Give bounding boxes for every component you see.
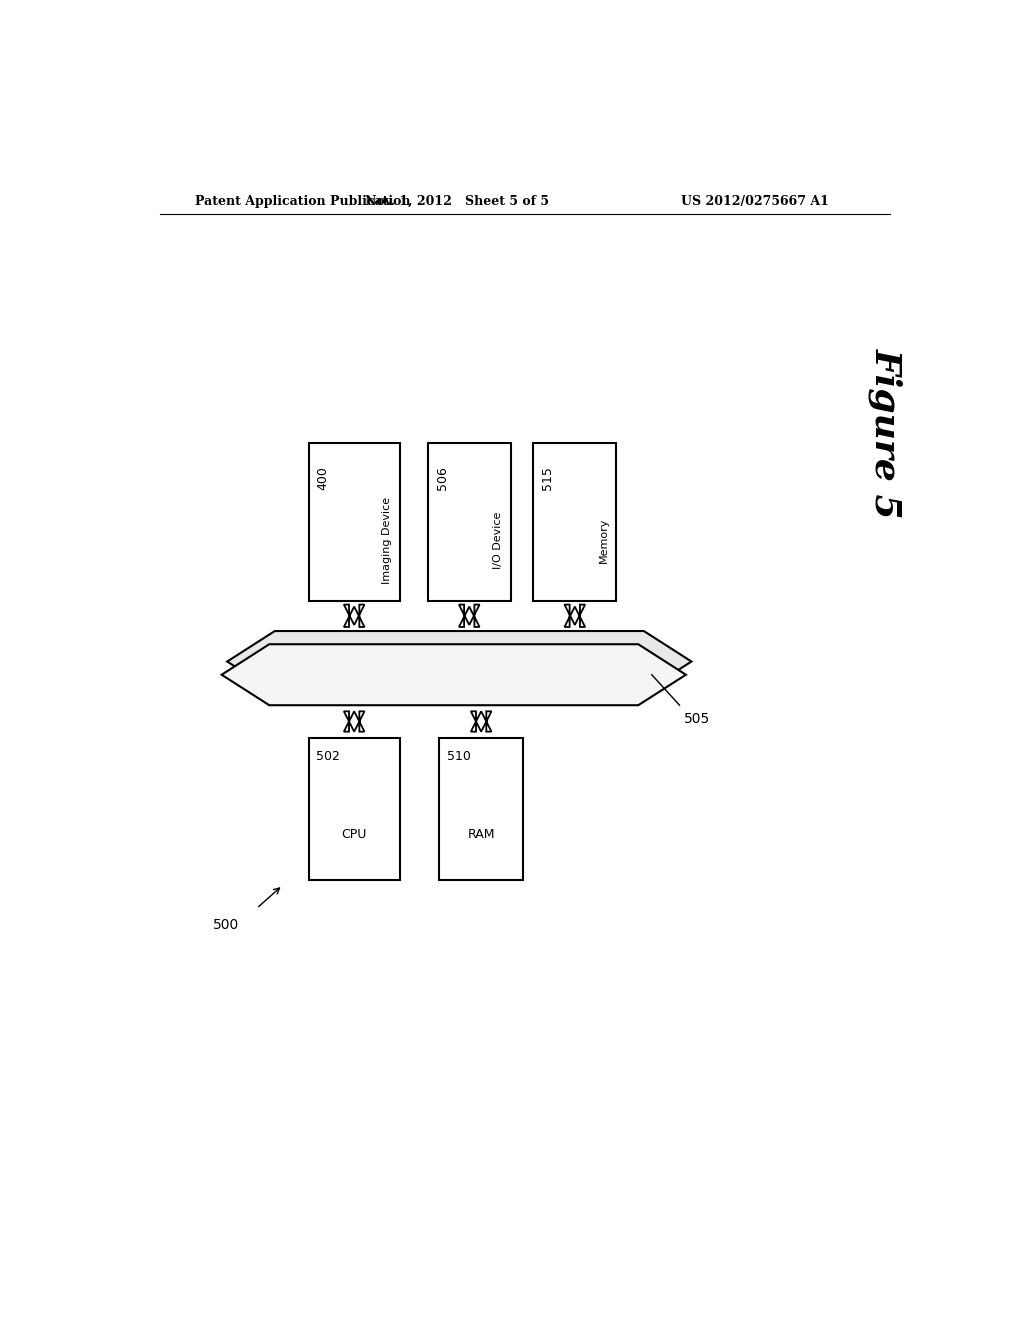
Text: US 2012/0275667 A1: US 2012/0275667 A1 [681, 194, 828, 207]
Polygon shape [227, 631, 691, 692]
Bar [428, 444, 511, 601]
Text: Figure 5: Figure 5 [868, 347, 903, 519]
Bar [308, 444, 399, 601]
Polygon shape [344, 605, 365, 627]
Polygon shape [344, 711, 365, 731]
Text: 506: 506 [435, 466, 449, 490]
Text: 502: 502 [316, 750, 340, 763]
Bar [439, 738, 523, 880]
Text: Memory: Memory [598, 517, 608, 564]
Bar [534, 444, 616, 601]
Text: RAM: RAM [467, 828, 495, 841]
Text: 500: 500 [213, 917, 240, 932]
Polygon shape [459, 605, 479, 627]
Text: Nov. 1, 2012   Sheet 5 of 5: Nov. 1, 2012 Sheet 5 of 5 [366, 194, 549, 207]
Polygon shape [221, 644, 686, 705]
Text: Patent Application Publication: Patent Application Publication [196, 194, 411, 207]
Text: 400: 400 [316, 466, 330, 490]
Text: 510: 510 [447, 750, 471, 763]
Text: 515: 515 [541, 466, 554, 490]
Text: 505: 505 [684, 713, 710, 726]
Polygon shape [564, 605, 585, 627]
Polygon shape [471, 711, 492, 731]
Text: CPU: CPU [341, 828, 367, 841]
Bar [308, 738, 399, 880]
Text: Imaging Device: Imaging Device [382, 498, 392, 585]
Text: I/O Device: I/O Device [493, 512, 503, 569]
